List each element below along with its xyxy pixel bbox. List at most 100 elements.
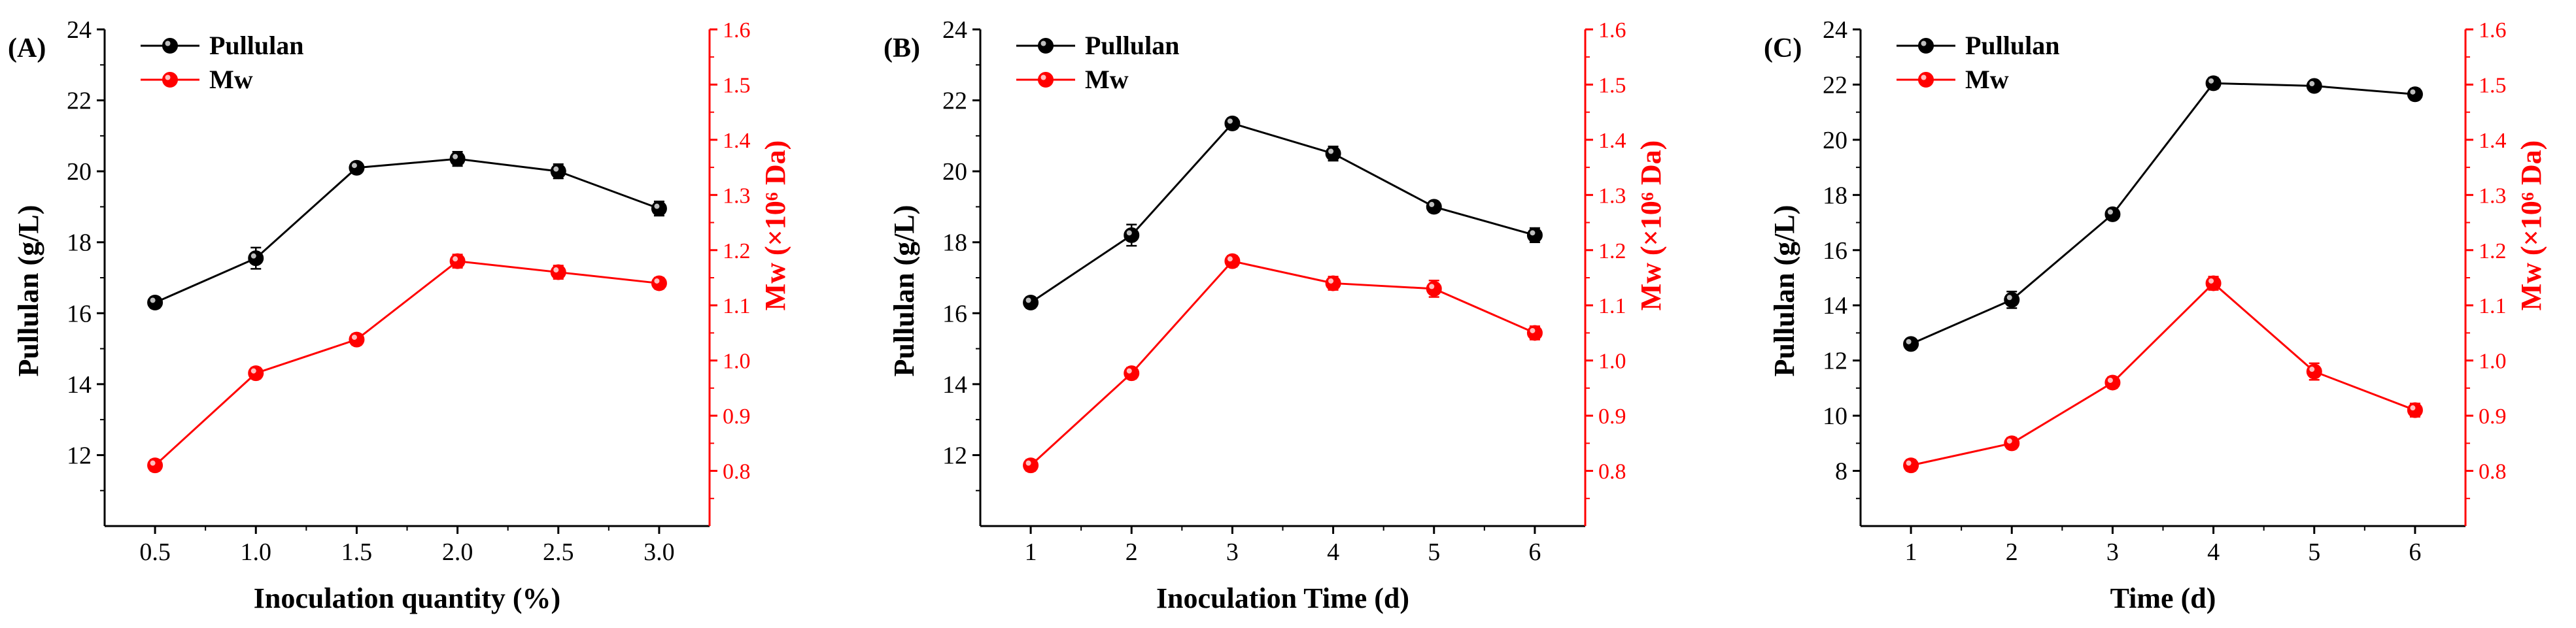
y-tick-label-right: 1.1	[2479, 294, 2507, 318]
x-tick-label: 2.5	[543, 538, 574, 566]
data-point	[449, 151, 466, 167]
y-tick-label-left: 22	[67, 88, 92, 115]
data-point	[248, 250, 264, 267]
y-tick-label-right: 1.4	[1598, 129, 1626, 153]
data-point	[147, 457, 163, 474]
y-tick-label-right: 1.3	[1598, 184, 1626, 208]
y-axis-title-left: Pullulan (g/L)	[12, 205, 44, 377]
x-tick-label: 5	[2308, 538, 2320, 566]
data-point	[1526, 325, 1543, 341]
x-tick-label: 4	[1327, 538, 1339, 566]
legend-marker	[1038, 72, 1054, 88]
y-axis-title-left: Pullulan (g/L)	[1768, 205, 1800, 377]
y-tick-label-left: 18	[942, 229, 967, 257]
x-tick-label: 6	[1528, 538, 1541, 566]
y-tick-label-left: 16	[1823, 237, 1847, 265]
x-axis-title: Inoculation Time (d)	[1156, 582, 1409, 614]
y-tick-label-right: 0.9	[1598, 405, 1626, 429]
x-tick-label: 3	[1226, 538, 1239, 566]
y-tick-label-right: 1.0	[723, 350, 751, 374]
series-line	[1030, 260, 1536, 467]
y-tick-label-right: 1.5	[1598, 73, 1626, 97]
series-line	[154, 157, 660, 304]
legend: Pullulan Mw	[141, 31, 304, 94]
data-point	[651, 275, 667, 291]
y-tick-label-left: 14	[942, 371, 967, 399]
data-point	[2104, 374, 2121, 391]
x-axis-title: Time (d)	[2110, 582, 2216, 614]
y-tick-label-left: 18	[67, 229, 92, 257]
data-point	[2407, 402, 2423, 418]
x-tick-label: 2.0	[442, 538, 473, 566]
legend-label: Pullulan	[1085, 31, 1180, 60]
x-tick-label: 5	[1428, 538, 1440, 566]
data-point	[248, 365, 264, 382]
y-tick-label-left: 20	[1823, 127, 1847, 154]
series-line	[1030, 122, 1536, 304]
y-tick-label-right: 1.6	[723, 18, 751, 42]
x-tick-label: 1	[1025, 538, 1037, 566]
y-tick-label-right: 1.6	[1598, 18, 1626, 42]
data-point	[449, 253, 466, 269]
legend-label: Mw	[1085, 65, 1129, 94]
y-tick-label-right: 1.5	[723, 73, 751, 97]
data-point	[1526, 227, 1543, 243]
y-tick-label-left: 8	[1835, 458, 1847, 486]
y-tick-label-right: 0.8	[723, 460, 751, 484]
x-tick-label: 2	[1125, 538, 1138, 566]
data-point	[2306, 363, 2322, 380]
series-mw	[1903, 275, 2423, 474]
data-point	[2004, 291, 2020, 308]
data-point	[1325, 275, 1341, 291]
data-point	[1023, 457, 1039, 474]
legend-label: Pullulan	[209, 31, 304, 60]
data-point	[2205, 275, 2222, 291]
y-tick-label-right: 1.4	[723, 129, 751, 153]
y-tick-label-right: 1.1	[1598, 294, 1626, 318]
y-tick-label-right: 1.3	[723, 184, 751, 208]
panel-label: (B)	[884, 33, 920, 63]
y-axis-title-left: Pullulan (g/L)	[888, 205, 920, 377]
y-tick-label-left: 20	[942, 158, 967, 186]
y-tick-label-left: 12	[1823, 348, 1847, 375]
x-tick-label: 6	[2409, 538, 2421, 566]
data-point	[1903, 457, 1919, 474]
y-tick-label-right: 1.0	[2479, 350, 2507, 374]
data-point	[651, 201, 667, 217]
legend-marker	[1918, 72, 1934, 88]
y-tick-label-right: 1.2	[723, 239, 751, 263]
x-tick-label: 2	[2006, 538, 2018, 566]
legend: Pullulan Mw	[1016, 31, 1180, 94]
x-tick-label: 1	[1905, 538, 1917, 566]
legend-marker	[162, 72, 178, 88]
y-tick-label-right: 1.1	[723, 294, 751, 318]
y-tick-label-left: 24	[67, 16, 92, 44]
data-point	[1224, 115, 1241, 131]
y-tick-label-left: 12	[67, 442, 92, 469]
y-tick-label-left: 16	[67, 300, 92, 327]
data-point	[1426, 280, 1442, 297]
series-line	[1910, 82, 2416, 345]
data-point	[1124, 365, 1140, 382]
y-tick-label-right: 1.2	[1598, 239, 1626, 263]
x-tick-label: 4	[2207, 538, 2220, 566]
series-line	[1910, 282, 2416, 467]
y-tick-label-left: 22	[1823, 71, 1847, 99]
data-point	[349, 331, 365, 348]
x-tick-label: 1.5	[341, 538, 373, 566]
y-tick-label-left: 18	[1823, 182, 1847, 209]
x-tick-label: 1.0	[241, 538, 272, 566]
data-point	[1124, 227, 1140, 243]
series-pullulan	[147, 151, 667, 310]
y-tick-label-right: 1.3	[2479, 184, 2507, 208]
x-tick-label: 0.5	[139, 538, 171, 566]
x-axis-title: Inoculation quantity (%)	[254, 582, 560, 614]
y-axis-title-right: Mw (×10⁶ Da)	[1635, 140, 1667, 311]
data-point	[147, 295, 163, 310]
legend-label: Pullulan	[1965, 31, 2060, 60]
series-line	[154, 260, 660, 467]
panel-label: (A)	[8, 33, 46, 63]
legend-marker	[1918, 38, 1934, 54]
data-point	[1023, 295, 1039, 310]
